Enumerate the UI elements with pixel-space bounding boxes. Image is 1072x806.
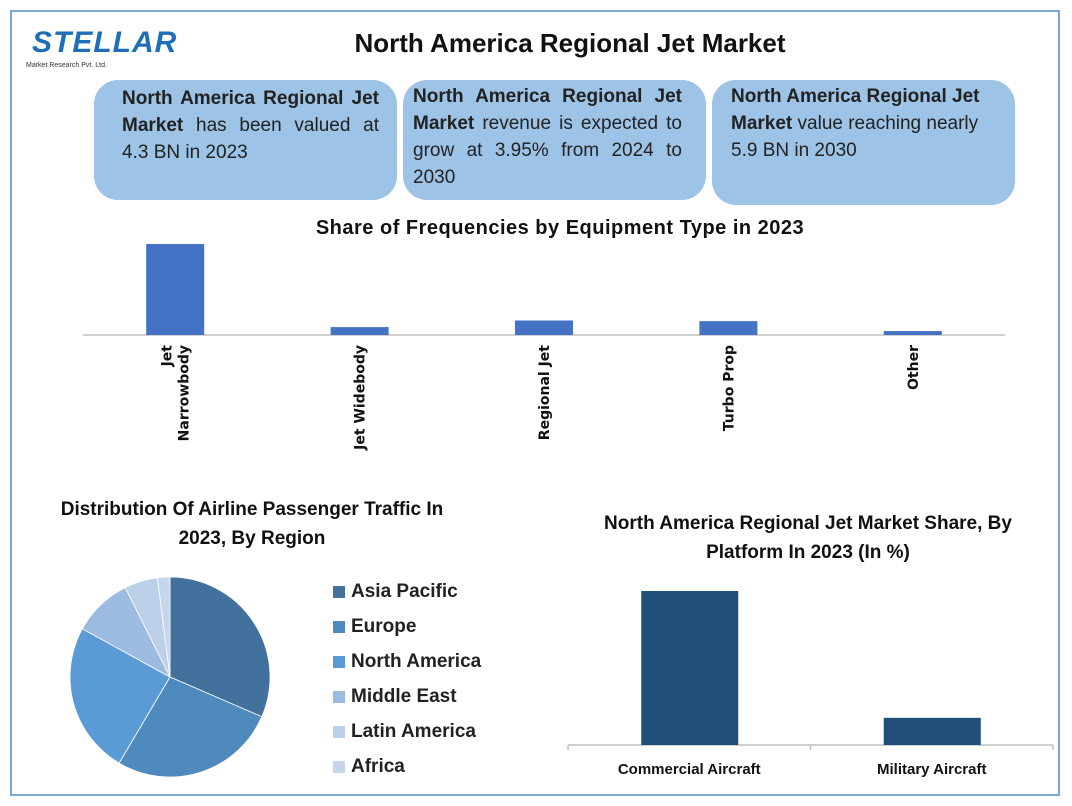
info-box-bold: North America Regional Jet Market xyxy=(122,88,379,136)
pie-slice-north-america xyxy=(69,628,171,764)
pie-slice-asia-pacific xyxy=(169,576,271,718)
equipment-chart-title: Share of Frequencies by Equipment Type i… xyxy=(315,217,805,239)
bar-military-aircraft xyxy=(883,717,981,745)
pie-slice-africa xyxy=(157,576,171,678)
legend-swatch xyxy=(333,690,345,703)
legend-swatch xyxy=(333,585,345,598)
legend-label: Africa xyxy=(351,755,405,777)
x-tick-label: Commercial Aircraft xyxy=(618,761,761,778)
info-box-growth: North America Regional Jet Market revenu… xyxy=(403,80,706,200)
legend-label: Asia Pacific xyxy=(351,580,458,602)
x-tick-label: Regional Jet xyxy=(537,345,553,441)
legend-item: Africa xyxy=(333,749,481,784)
logo-subtitle: Market Research Pvt. Ltd. xyxy=(26,62,107,69)
x-tick-label: Narrowbody xyxy=(177,345,193,441)
legend-item: Europe xyxy=(333,609,481,644)
legend-swatch xyxy=(333,655,345,668)
legend-label: North America xyxy=(351,650,482,672)
x-tick-label: Jet xyxy=(160,345,176,368)
stellar-logo: STELLAR Market Research Pvt. Ltd. xyxy=(22,14,176,74)
legend-label: Europe xyxy=(351,615,417,637)
bar-regional-jet xyxy=(515,320,573,335)
legend-item: Middle East xyxy=(333,679,481,714)
logo-name: STELLAR xyxy=(32,26,178,59)
bar-commercial-aircraft xyxy=(641,591,739,745)
legend-item: Latin America xyxy=(333,714,481,749)
info-box-forecast: North America Regional Jet Market value … xyxy=(712,80,1015,205)
legend-swatch xyxy=(333,725,345,738)
x-tick-label: Turbo Prop xyxy=(721,345,737,431)
legend-swatch xyxy=(333,620,345,633)
info-box-bold: North America Regional Jet Market xyxy=(413,86,682,134)
pie-slice-europe xyxy=(118,676,263,778)
pie-legend: Asia Pacific Europe North America Middle Ea… xyxy=(333,574,481,784)
bar-jet-narrowbody xyxy=(146,244,205,335)
info-box-bold: North America Regional Jet Market xyxy=(731,86,980,134)
legend-label: Latin America xyxy=(351,720,476,742)
x-tick-label: Military Aircraft xyxy=(877,761,986,778)
legend-swatch xyxy=(333,760,345,773)
bar-turbo-prop xyxy=(699,321,758,335)
bar-jet-widebody xyxy=(330,327,389,335)
info-box-text: value reaching nearly 5.9 BN in 2030 xyxy=(731,113,979,161)
page-title: North America Regional Jet Market xyxy=(354,28,786,58)
legend-item: Asia Pacific xyxy=(333,574,481,609)
infographic-frame xyxy=(10,10,1060,796)
legend-label: Middle East xyxy=(351,685,457,707)
x-tick-label: Other xyxy=(906,345,922,390)
pie-chart-title: Distribution Of Airline Passenger Traffi… xyxy=(60,499,444,549)
info-box-text: revenue is expected to grow at 3.95% fro… xyxy=(413,113,682,188)
x-tick-label: Jet Widebody xyxy=(353,345,369,451)
info-box-text: has been valued at 4.3 BN in 2023 xyxy=(122,115,379,163)
legend-item: North America xyxy=(333,644,481,679)
info-box-valuation: North America Regional Jet Market has be… xyxy=(94,80,397,200)
bar-other xyxy=(883,331,942,335)
platform-chart-title: North America Regional Jet Market Share,… xyxy=(604,513,1012,563)
